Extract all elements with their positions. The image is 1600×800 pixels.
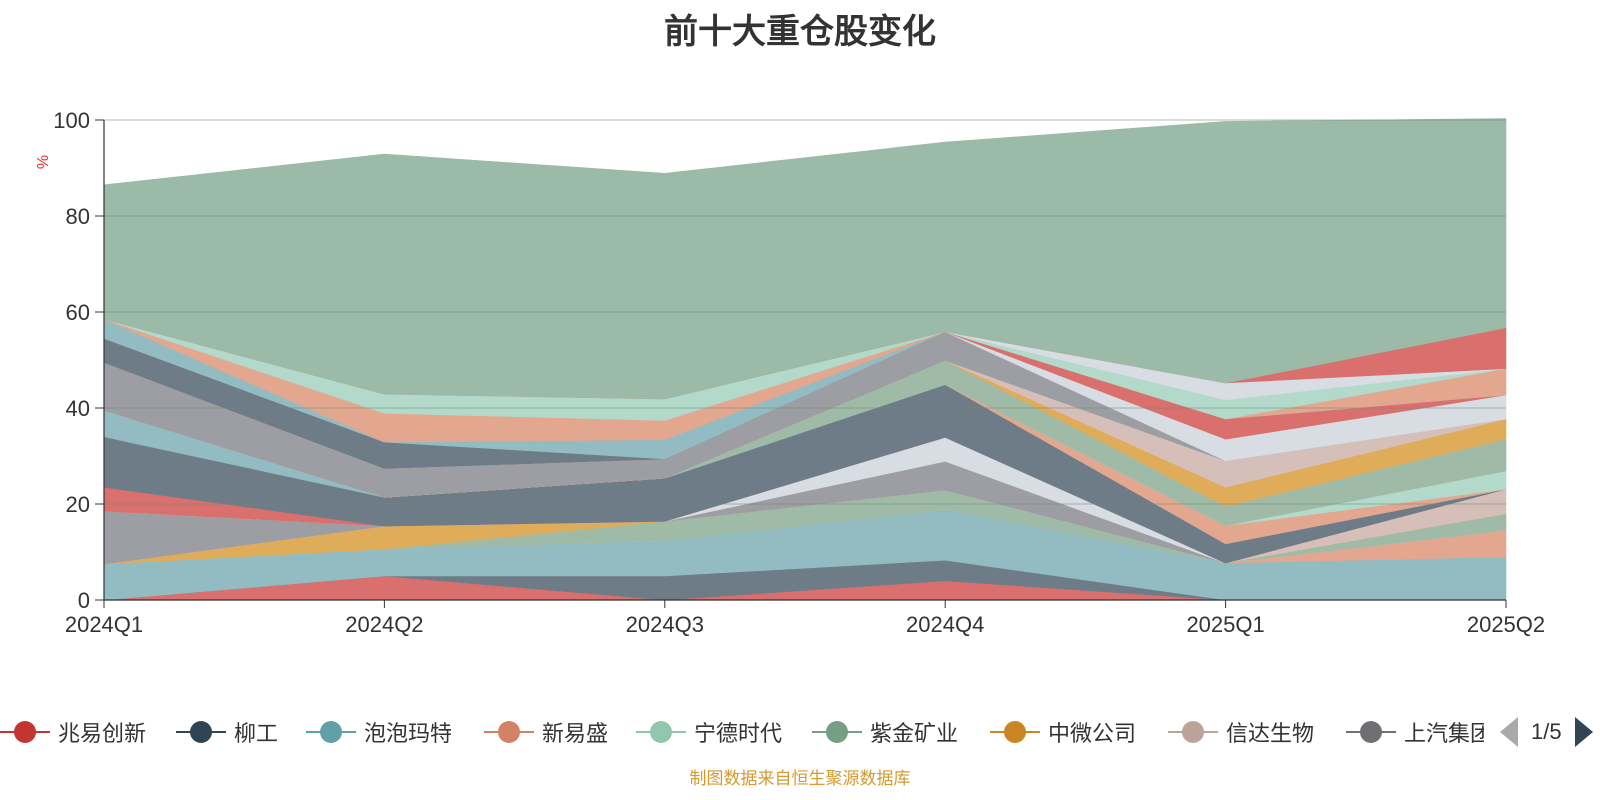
legend-item[interactable]: 柳工 bbox=[176, 712, 278, 752]
chart-title: 前十大重仓股变化 bbox=[664, 13, 936, 51]
legend-item[interactable]: 信达生物 bbox=[1168, 712, 1314, 752]
legend-item[interactable]: 泡泡玛特 bbox=[306, 712, 452, 752]
x-tick-label: 2024Q2 bbox=[345, 612, 423, 637]
x-tick-label: 2025Q1 bbox=[1186, 612, 1264, 637]
x-tick-label: 2024Q1 bbox=[65, 612, 143, 637]
legend-marker-icon bbox=[812, 720, 862, 744]
legend-marker-icon bbox=[990, 720, 1040, 744]
legend-marker-icon bbox=[1168, 720, 1218, 744]
axes: 0 20 40 60 80 100 2024Q1 2024Q2 2024Q3 2024Q4 2025… bbox=[53, 108, 1545, 637]
legend-marker-icon bbox=[306, 720, 356, 744]
x-tick-label: 2024Q4 bbox=[906, 612, 984, 637]
stacked-area-chart: 0 20 40 60 80 100 2024Q1 2024Q2 2024Q3 2024Q4 2025… bbox=[35, 108, 1545, 637]
legend-marker-icon bbox=[1346, 720, 1396, 744]
legend: 兆易创新 柳工 泡泡玛特 新易盛 宁德时代 紫金矿业 中微公司 信达生物 上汽集团 bbox=[0, 712, 1600, 752]
legend-marker-icon bbox=[176, 720, 226, 744]
legend-label: 信达生物 bbox=[1226, 721, 1315, 746]
x-tick-label: 2024Q3 bbox=[626, 612, 704, 637]
area-series-28 bbox=[103, 118, 1507, 400]
legend-marker-icon bbox=[0, 720, 50, 744]
legend-label: 紫金矿业 bbox=[870, 721, 959, 746]
x-tick-label: 2025Q2 bbox=[1467, 612, 1545, 637]
legend-marker-icon bbox=[484, 720, 534, 744]
legend-item[interactable]: 兆易创新 bbox=[0, 712, 146, 752]
legend-prev-page-arrow-icon[interactable] bbox=[1500, 717, 1518, 747]
legend-label: 兆易创新 bbox=[58, 721, 147, 746]
legend-item[interactable]: 宁德时代 bbox=[636, 712, 782, 752]
y-tick-label: 20 bbox=[66, 492, 90, 517]
y-tick-label: 80 bbox=[66, 204, 90, 229]
legend-label: 宁德时代 bbox=[694, 721, 783, 746]
legend-label: 泡泡玛特 bbox=[364, 721, 453, 746]
legend-item[interactable]: 中微公司 bbox=[990, 712, 1136, 752]
grid-lines bbox=[104, 119, 1506, 505]
legend-item[interactable]: 上汽集团 bbox=[1346, 712, 1484, 752]
legend-item[interactable]: 新易盛 bbox=[484, 712, 608, 752]
legend-item[interactable]: 紫金矿业 bbox=[812, 712, 958, 752]
y-tick-label: 60 bbox=[66, 300, 90, 325]
legend-label: 上汽集团 bbox=[1404, 721, 1484, 746]
y-axis-unit-label: % bbox=[35, 155, 52, 169]
legend-pager: 1/5 bbox=[1500, 714, 1593, 750]
area-series-layer bbox=[103, 118, 1507, 601]
y-tick-label: 100 bbox=[53, 108, 90, 133]
y-tick-label: 40 bbox=[66, 396, 90, 421]
source-note: 制图数据来自恒生聚源数据库 bbox=[689, 769, 911, 788]
legend-label: 中微公司 bbox=[1048, 721, 1137, 746]
legend-next-page-arrow-icon[interactable] bbox=[1574, 717, 1593, 747]
legend-label: 柳工 bbox=[234, 721, 279, 746]
legend-marker-icon bbox=[636, 720, 686, 744]
legend-page-indicator: 1/5 bbox=[1531, 719, 1562, 744]
legend-label: 新易盛 bbox=[542, 721, 609, 746]
y-tick-label: 0 bbox=[78, 588, 90, 613]
